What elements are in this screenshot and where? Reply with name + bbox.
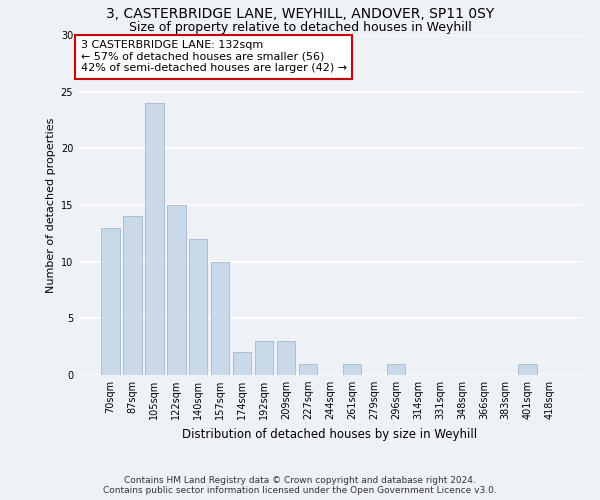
Bar bbox=[386, 364, 405, 375]
Bar bbox=[255, 341, 274, 375]
Bar bbox=[299, 364, 317, 375]
Text: 3, CASTERBRIDGE LANE, WEYHILL, ANDOVER, SP11 0SY: 3, CASTERBRIDGE LANE, WEYHILL, ANDOVER, … bbox=[106, 8, 494, 22]
Text: Size of property relative to detached houses in Weyhill: Size of property relative to detached ho… bbox=[128, 22, 472, 35]
Text: Contains HM Land Registry data © Crown copyright and database right 2024.
Contai: Contains HM Land Registry data © Crown c… bbox=[103, 476, 497, 495]
Bar bbox=[167, 205, 185, 375]
Bar bbox=[101, 228, 119, 375]
Bar bbox=[277, 341, 295, 375]
X-axis label: Distribution of detached houses by size in Weyhill: Distribution of detached houses by size … bbox=[182, 428, 478, 440]
Bar bbox=[145, 103, 164, 375]
Bar bbox=[343, 364, 361, 375]
Bar bbox=[211, 262, 229, 375]
Bar bbox=[518, 364, 537, 375]
Y-axis label: Number of detached properties: Number of detached properties bbox=[46, 118, 56, 292]
Bar bbox=[233, 352, 251, 375]
Text: 3 CASTERBRIDGE LANE: 132sqm
← 57% of detached houses are smaller (56)
42% of sem: 3 CASTERBRIDGE LANE: 132sqm ← 57% of det… bbox=[80, 40, 347, 74]
Bar bbox=[189, 239, 208, 375]
Bar bbox=[123, 216, 142, 375]
